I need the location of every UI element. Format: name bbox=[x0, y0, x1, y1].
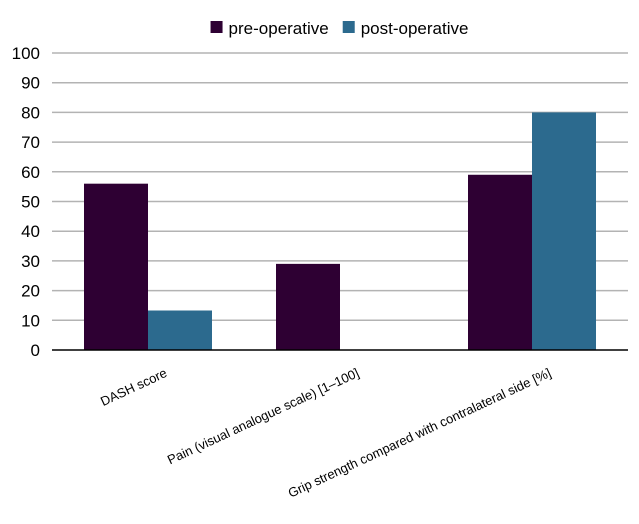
bar-pre-operative bbox=[84, 183, 148, 350]
y-tick-label: 90 bbox=[21, 74, 40, 93]
y-tick-label: 80 bbox=[21, 103, 40, 122]
legend: pre-operative post-operative bbox=[210, 19, 469, 38]
y-axis-ticks: 0 10 20 30 40 50 60 70 80 90 100 bbox=[12, 44, 40, 360]
y-tick-label: 100 bbox=[12, 44, 40, 63]
y-tick-label: 50 bbox=[21, 193, 40, 212]
x-tick-label: DASH score bbox=[98, 365, 169, 409]
y-tick-label: 10 bbox=[21, 311, 40, 330]
y-tick-label: 30 bbox=[21, 252, 40, 271]
bars bbox=[84, 112, 596, 351]
y-tick-label: 0 bbox=[31, 341, 40, 360]
bar-post-operative bbox=[148, 310, 212, 350]
legend-swatch bbox=[210, 21, 223, 33]
y-tick-label: 70 bbox=[21, 133, 40, 152]
y-tick-label: 60 bbox=[21, 163, 40, 182]
legend-swatch bbox=[342, 21, 355, 33]
x-tick-label: Pain (visual analogue scale) [1–100] bbox=[165, 365, 361, 467]
bar-post-operative bbox=[532, 112, 596, 351]
y-tick-label: 20 bbox=[21, 282, 40, 301]
legend-label: post-operative bbox=[361, 19, 469, 38]
legend-label: pre-operative bbox=[229, 19, 329, 38]
bar-pre-operative bbox=[468, 174, 532, 350]
bar-pre-operative bbox=[276, 263, 340, 350]
y-tick-label: 40 bbox=[21, 222, 40, 241]
